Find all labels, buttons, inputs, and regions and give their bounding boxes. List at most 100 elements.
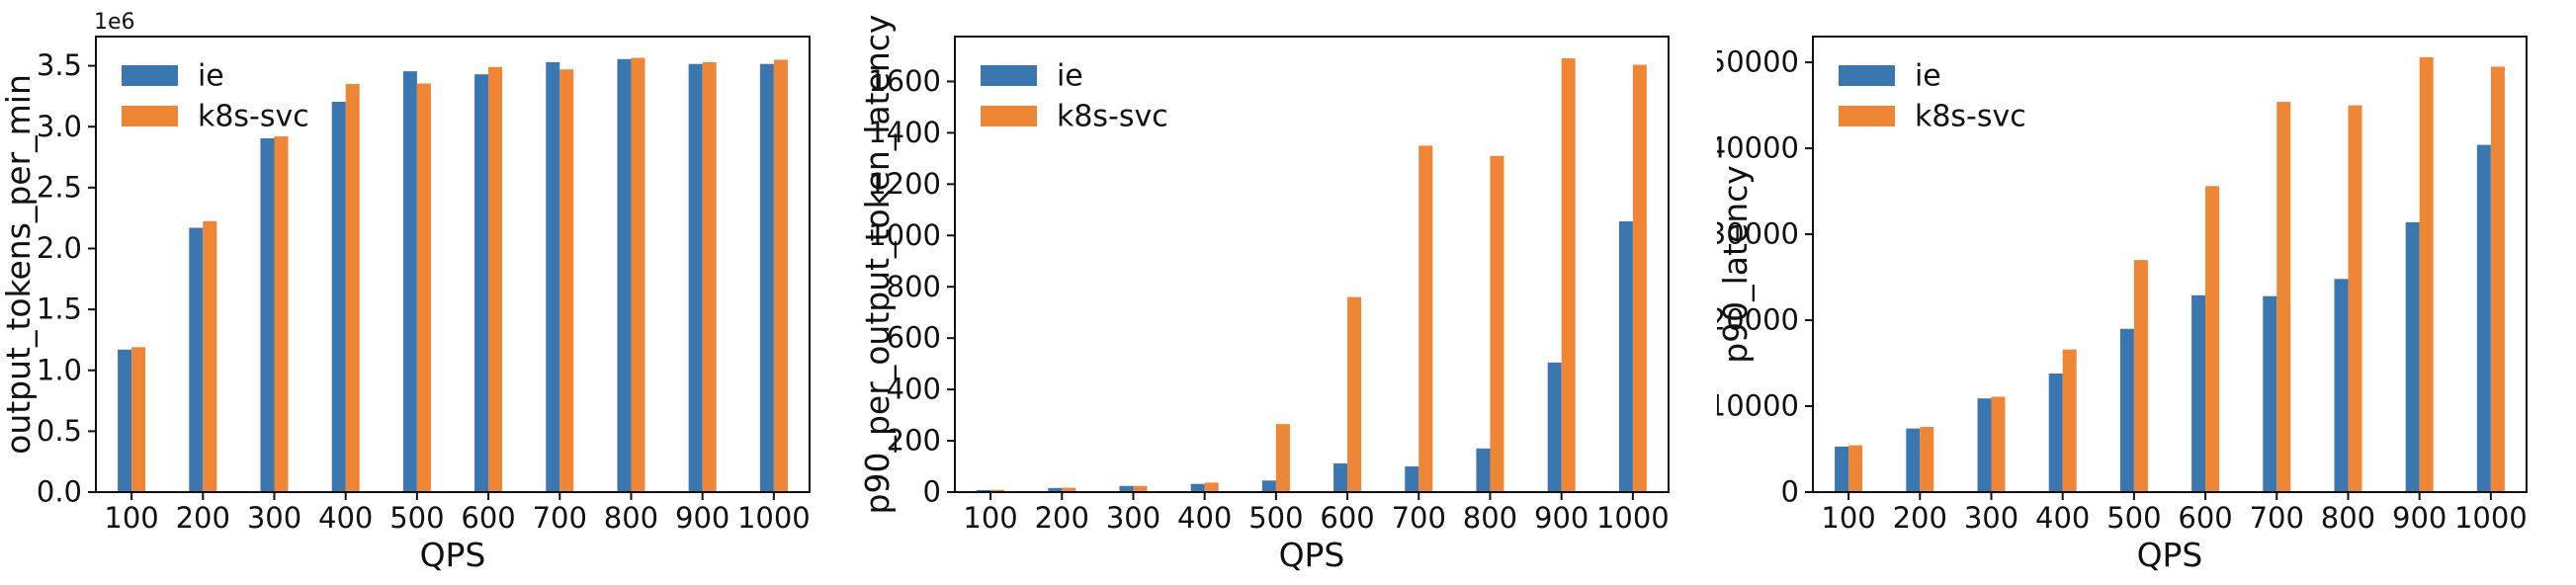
x-tick-label: 900 xyxy=(1534,501,1589,535)
x-tick-label: 700 xyxy=(1391,501,1445,535)
bar-k8s-svc-600 xyxy=(488,66,503,493)
bar-ie-200 xyxy=(189,227,204,492)
y-tick-label: 3.5 xyxy=(37,48,82,82)
x-tick-label: 100 xyxy=(104,501,158,535)
bar-ie-100 xyxy=(976,489,990,492)
chart-output-tokens-per-min: 0.0 0.5 1.0 1.5 2.0 2.5 3.0 3.5 100 200 300 400 500 6… xyxy=(0,10,811,574)
bar-ie-400 xyxy=(331,101,346,492)
bar-k8s-svc-200 xyxy=(203,220,217,492)
bar-k8s-svc-900 xyxy=(702,61,717,493)
legend-label-ie: ie xyxy=(1057,58,1083,93)
x-tick-label: 1000 xyxy=(2454,501,2528,535)
y-tick-label: 50000 xyxy=(1717,45,1799,79)
bar-k8s-svc-600 xyxy=(1346,296,1361,492)
bar-k8s-svc-300 xyxy=(1991,396,2006,492)
legend-label-k8s-svc: k8s-svc xyxy=(1915,99,2026,133)
plot-border xyxy=(953,36,1670,493)
bar-ie-700 xyxy=(1404,466,1418,492)
x-tick-label: 300 xyxy=(1105,501,1159,535)
bar-ie-300 xyxy=(260,137,275,492)
x-axis-label: QPS xyxy=(2137,536,2203,574)
y-tick-label: 20000 xyxy=(1717,303,1799,337)
chart-cell-output-tokens-per-min: 0.0 0.5 1.0 1.5 2.0 2.5 3.0 3.5 100 200 300 400 500 6… xyxy=(0,0,859,585)
bar-k8s-svc-400 xyxy=(2062,349,2077,492)
y-tick-label: 1200 xyxy=(868,167,941,201)
y-tick-label: 0 xyxy=(1781,475,1799,509)
chart-cell-p90-per-output-token-latency: 0 200 400 600 800 1000 1200 1400 1600 100 200 300 40… xyxy=(859,0,1718,585)
bar-k8s-svc-1000 xyxy=(773,59,788,492)
chart-p90-per-output-token-latency: 0 200 400 600 800 1000 1200 1400 1600 100 200 300 40… xyxy=(859,15,1670,574)
bar-k8s-svc-1000 xyxy=(2491,66,2506,493)
bar-k8s-svc-600 xyxy=(2205,186,2220,492)
bar-ie-800 xyxy=(2334,279,2349,492)
y-axis-label: p90_latency xyxy=(1717,165,1755,364)
x-tick-label: 400 xyxy=(1177,501,1232,535)
bar-k8s-svc-800 xyxy=(631,57,645,492)
bar-k8s-svc-300 xyxy=(1133,485,1148,492)
bar-ie-500 xyxy=(402,71,417,493)
x-tick-label: 500 xyxy=(389,501,444,535)
x-tick-label: 100 xyxy=(963,501,1017,535)
x-tick-label: 200 xyxy=(1893,501,1947,535)
y-tick-label: 2.5 xyxy=(37,170,82,204)
x-tick-label: 900 xyxy=(2392,501,2447,535)
bar-ie-200 xyxy=(1047,487,1062,492)
y-tick-label: 0 xyxy=(922,475,940,509)
bar-k8s-svc-300 xyxy=(274,136,289,492)
bar-k8s-svc-700 xyxy=(1417,145,1432,492)
legend-label-k8s-svc: k8s-svc xyxy=(1057,99,1168,133)
bar-ie-100 xyxy=(1835,446,1849,492)
bar-k8s-svc-100 xyxy=(1848,445,1863,492)
bar-ie-900 xyxy=(2405,221,2420,492)
y-axis-label: p90_per_output_token_latency xyxy=(859,15,897,515)
x-axis-label: QPS xyxy=(1278,536,1344,574)
y-tick-label: 600 xyxy=(886,321,940,355)
x-tick-label: 1000 xyxy=(1596,501,1670,535)
x-tick-label: 1000 xyxy=(737,501,811,535)
bar-ie-200 xyxy=(1906,428,1921,492)
x-axis-label: QPS xyxy=(420,536,486,574)
bar-ie-800 xyxy=(1476,448,1491,492)
bar-ie-1000 xyxy=(2477,144,2492,492)
plot-border xyxy=(1812,36,2529,493)
x-tick-label: 900 xyxy=(675,501,730,535)
legend-swatch-k8s-svc xyxy=(121,106,178,126)
axis-offset-text: 1e6 xyxy=(94,10,134,35)
x-tick-label: 800 xyxy=(604,501,658,535)
bar-k8s-svc-400 xyxy=(1204,482,1219,492)
y-axis-label: output_tokens_per_min xyxy=(0,74,38,455)
y-tick-label: 400 xyxy=(886,373,940,406)
chart-cell-p90-latency: 0 10000 20000 30000 40000 50000 100 200 300 400 50… xyxy=(1717,0,2576,585)
legend-swatch-k8s-svc xyxy=(980,106,1037,126)
y-tick-label: 30000 xyxy=(1717,217,1799,251)
x-tick-label: 600 xyxy=(2179,501,2233,535)
x-tick-label: 500 xyxy=(1248,501,1303,535)
bar-k8s-svc-900 xyxy=(1561,58,1576,493)
bar-ie-800 xyxy=(617,58,632,493)
x-tick-label: 500 xyxy=(2107,501,2162,535)
bar-ie-600 xyxy=(1332,462,1347,492)
y-tick-label: 1600 xyxy=(868,64,941,98)
x-tick-label: 200 xyxy=(1034,501,1088,535)
y-tick-label: 200 xyxy=(886,424,940,458)
bar-k8s-svc-800 xyxy=(1490,155,1504,492)
plot-border xyxy=(94,36,811,493)
y-tick-label: 1400 xyxy=(868,116,941,149)
y-tick-label: 10000 xyxy=(1717,389,1799,423)
bar-k8s-svc-800 xyxy=(2348,105,2362,493)
bar-k8s-svc-1000 xyxy=(1632,64,1647,492)
legend-label-ie: ie xyxy=(1915,58,1941,93)
y-tick-label: 3.0 xyxy=(37,110,82,143)
bar-ie-700 xyxy=(2263,295,2277,492)
bar-k8s-svc-500 xyxy=(416,83,431,493)
bar-ie-1000 xyxy=(1618,220,1633,492)
bar-ie-500 xyxy=(1261,480,1276,492)
bar-k8s-svc-100 xyxy=(131,347,146,492)
bar-ie-300 xyxy=(1977,398,1992,492)
y-tick-label: 0.5 xyxy=(37,414,82,448)
bar-ie-700 xyxy=(546,61,560,493)
bar-ie-900 xyxy=(688,63,703,493)
legend-swatch-ie xyxy=(1839,65,1896,86)
x-tick-label: 600 xyxy=(1320,501,1374,535)
